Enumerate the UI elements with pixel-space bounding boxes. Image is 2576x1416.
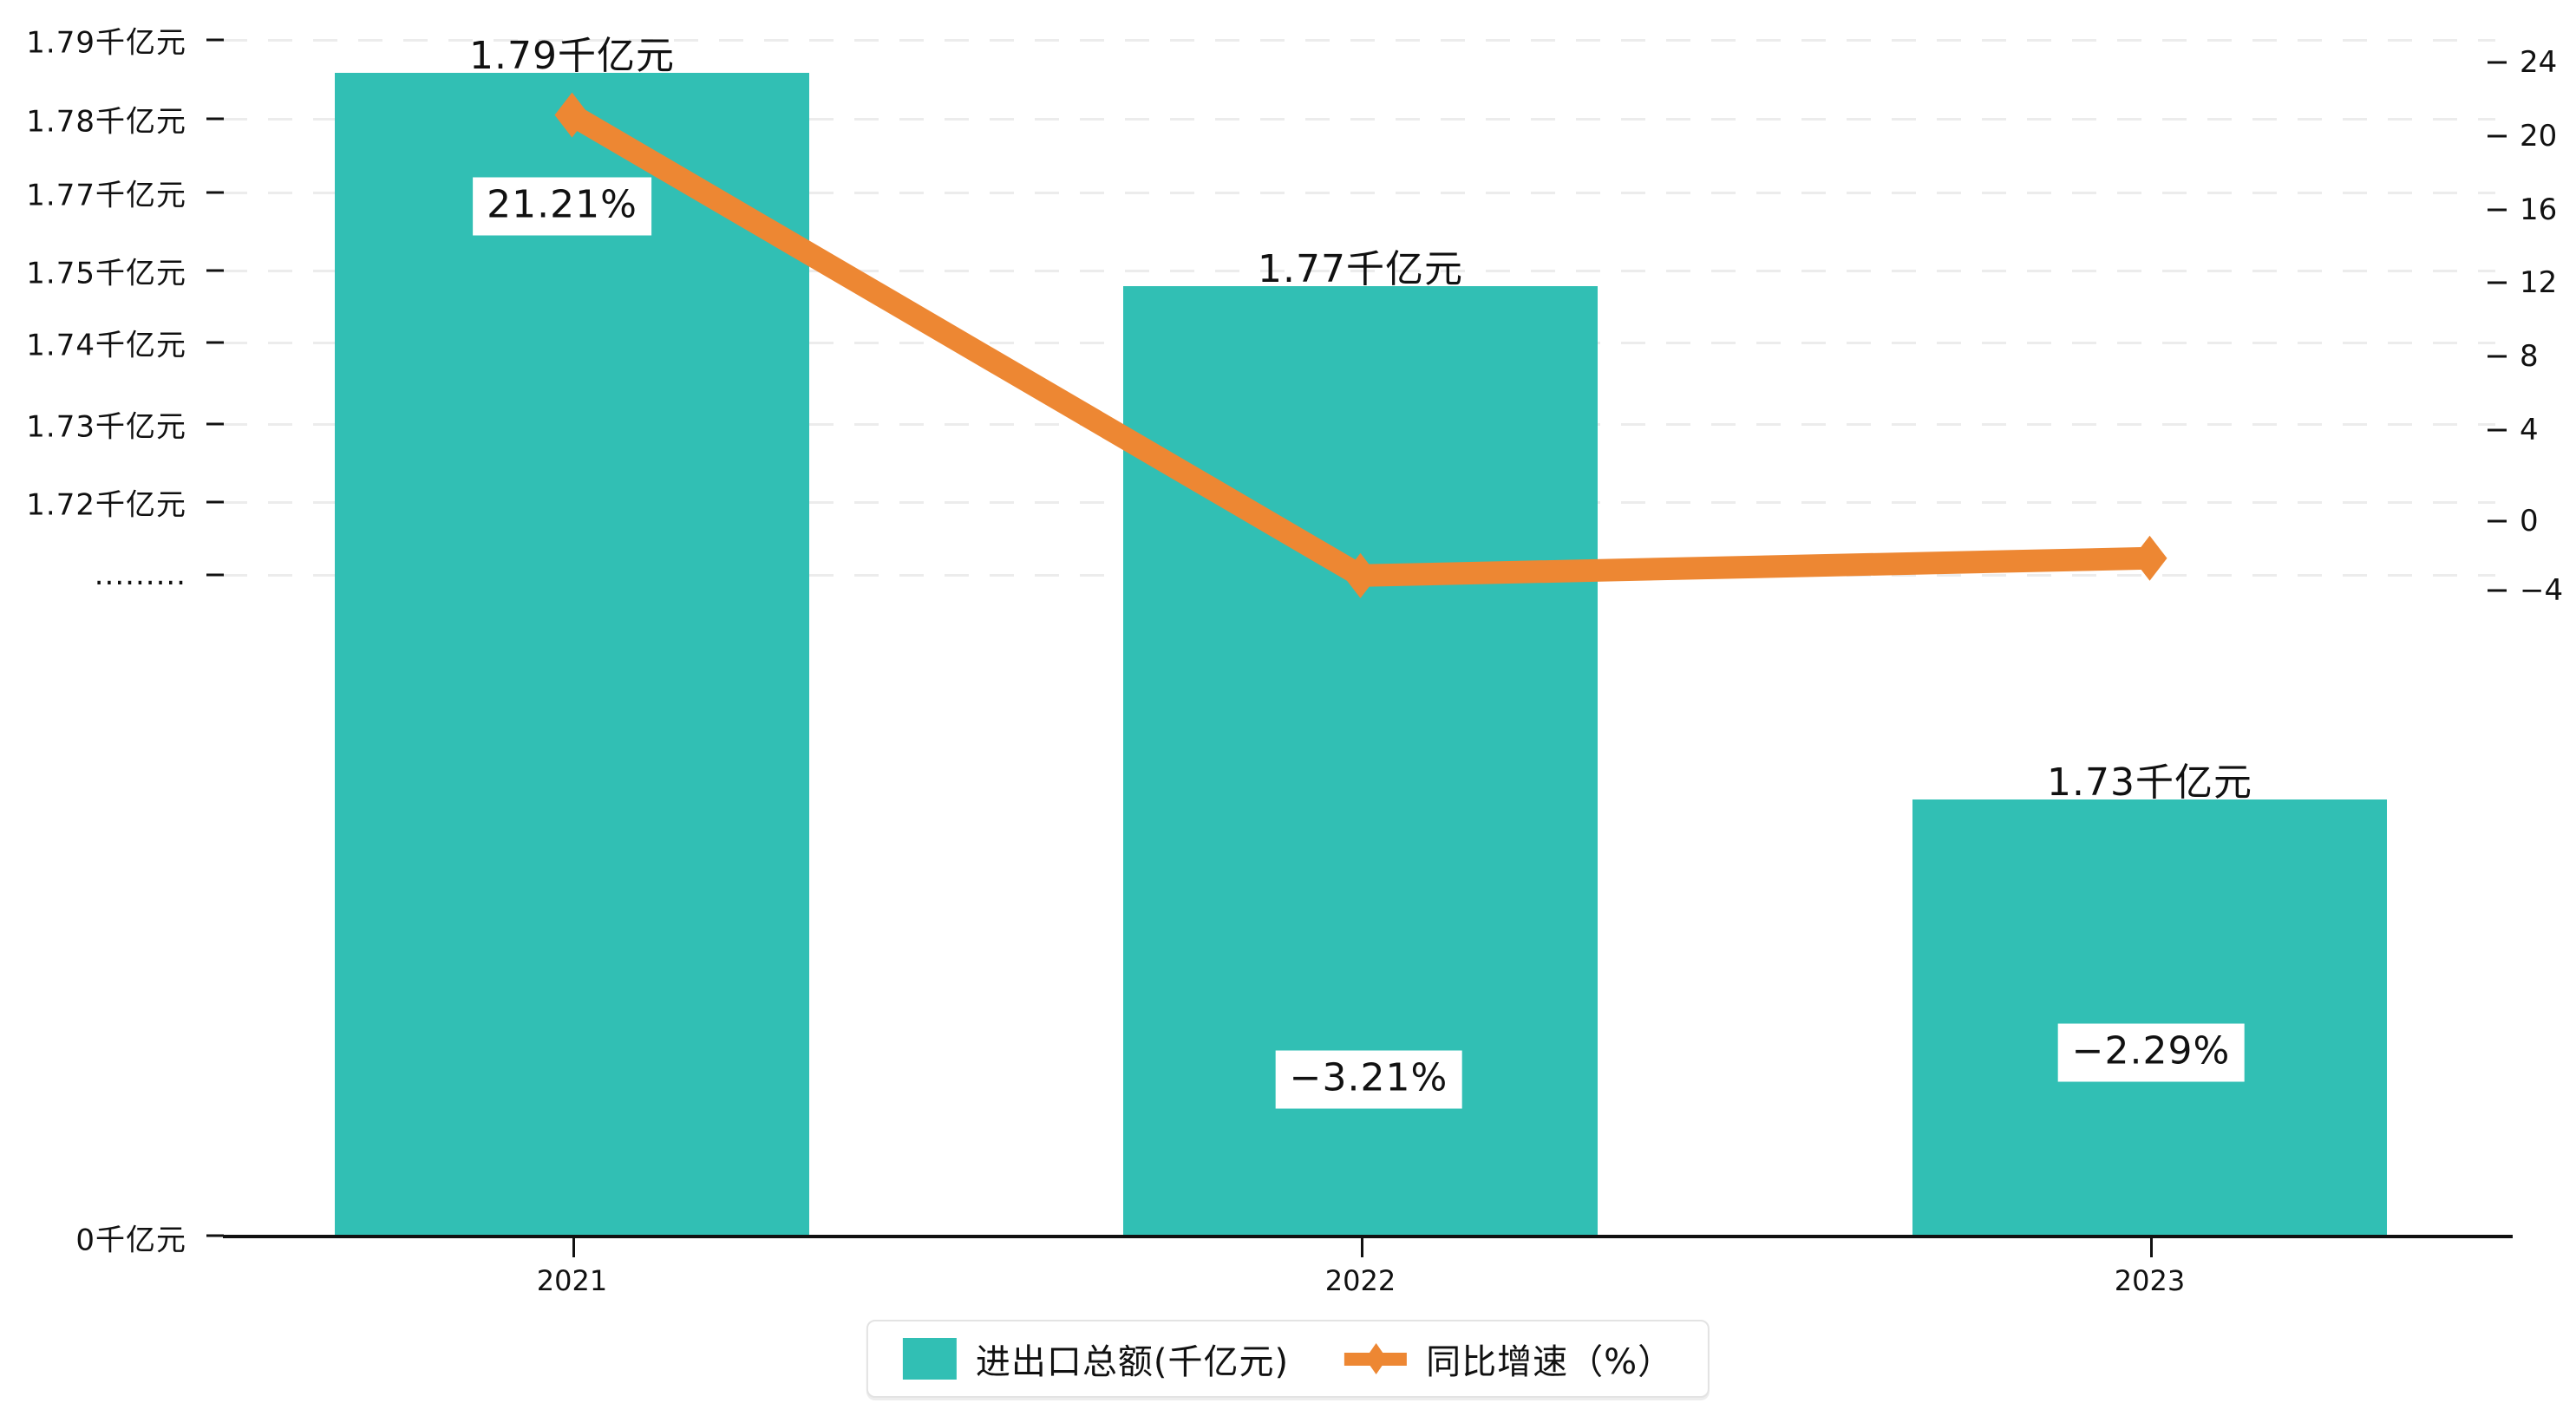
bar-value-label: 1.77千亿元 bbox=[1258, 247, 1463, 291]
x-axis-tick-label: 2023 bbox=[2114, 1264, 2186, 1297]
x-axis-tick-label: 2021 bbox=[536, 1264, 608, 1297]
legend-item-label: 同比增速（%） bbox=[1426, 1342, 1674, 1382]
x-axis-line bbox=[223, 1235, 2513, 1238]
legend-line-swatch-icon bbox=[1344, 1338, 1408, 1380]
x-axis-tick-mark bbox=[572, 1238, 575, 1257]
right-axis-tick-label: −4 bbox=[2520, 573, 2564, 608]
right-axis-tick-mark bbox=[2488, 61, 2507, 64]
left-axis-tick-mark bbox=[206, 269, 224, 272]
left-axis-tick-label: 0千亿元 bbox=[75, 1223, 186, 1258]
right-axis-tick-mark bbox=[2488, 519, 2507, 523]
line-value-label: −3.21% bbox=[1275, 1050, 1462, 1109]
x-axis-tick-mark bbox=[1360, 1238, 1363, 1257]
left-axis-tick-mark bbox=[206, 500, 224, 504]
chart-legend[interactable]: 进出口总额(千亿元) 同比增速（%） bbox=[866, 1320, 1710, 1398]
left-axis-tick-label: 1.78千亿元 bbox=[26, 104, 186, 140]
right-axis-tick-mark bbox=[2488, 281, 2507, 284]
left-axis-tick-mark bbox=[206, 38, 224, 42]
left-axis-tick-mark bbox=[206, 117, 224, 121]
line-value-label: −2.29% bbox=[2057, 1023, 2245, 1082]
left-axis-tick-mark bbox=[206, 191, 224, 194]
legend-item-label: 进出口总额(千亿元) bbox=[975, 1342, 1290, 1382]
left-axis-tick-mark bbox=[206, 341, 224, 344]
x-axis-tick-mark bbox=[2149, 1238, 2153, 1257]
right-axis-tick-label: 12 bbox=[2520, 265, 2558, 300]
legend-bar-swatch-icon bbox=[902, 1338, 957, 1380]
line-value-label: 21.21% bbox=[473, 177, 651, 236]
right-axis-tick-mark bbox=[2488, 355, 2507, 358]
left-axis-tick-label: 1.79千亿元 bbox=[26, 25, 186, 61]
left-axis-tick-label: 1.75千亿元 bbox=[26, 256, 186, 291]
right-axis-tick-mark bbox=[2488, 208, 2507, 212]
bar[interactable] bbox=[1912, 799, 2387, 1236]
legend-diamond-marker-icon bbox=[1365, 1343, 1388, 1374]
gridline bbox=[223, 39, 2495, 42]
right-axis-tick-label: 8 bbox=[2520, 339, 2539, 374]
right-axis-tick-mark bbox=[2488, 589, 2507, 592]
legend-item[interactable]: 同比增速（%） bbox=[1344, 1334, 1673, 1384]
bar-value-label: 1.79千亿元 bbox=[469, 34, 675, 78]
right-axis-tick-label: 20 bbox=[2520, 119, 2558, 153]
left-axis-tick-label: 1.77千亿元 bbox=[26, 178, 186, 213]
right-axis-tick-label: 0 bbox=[2520, 504, 2539, 538]
left-axis-tick-label: 1.74千亿元 bbox=[26, 328, 186, 363]
right-axis-tick-label: 4 bbox=[2520, 413, 2539, 447]
left-axis-tick-label: 1.72千亿元 bbox=[26, 487, 186, 523]
right-axis-tick-label: 16 bbox=[2520, 192, 2558, 227]
right-axis-tick-label: 24 bbox=[2520, 45, 2558, 80]
left-axis-tick-mark bbox=[206, 422, 224, 426]
left-axis-tick-label: ......... bbox=[94, 558, 186, 592]
right-axis-tick-mark bbox=[2488, 428, 2507, 432]
left-axis-tick-mark bbox=[206, 1234, 224, 1237]
left-axis-tick-mark bbox=[206, 573, 224, 577]
x-axis-tick-label: 2022 bbox=[1324, 1264, 1396, 1297]
bar-value-label: 1.73千亿元 bbox=[2047, 760, 2252, 805]
legend-item[interactable]: 进出口总额(千亿元) bbox=[902, 1334, 1290, 1384]
left-axis-tick-label: 1.73千亿元 bbox=[26, 409, 186, 445]
bar[interactable] bbox=[335, 73, 809, 1236]
right-axis-tick-mark bbox=[2488, 134, 2507, 138]
